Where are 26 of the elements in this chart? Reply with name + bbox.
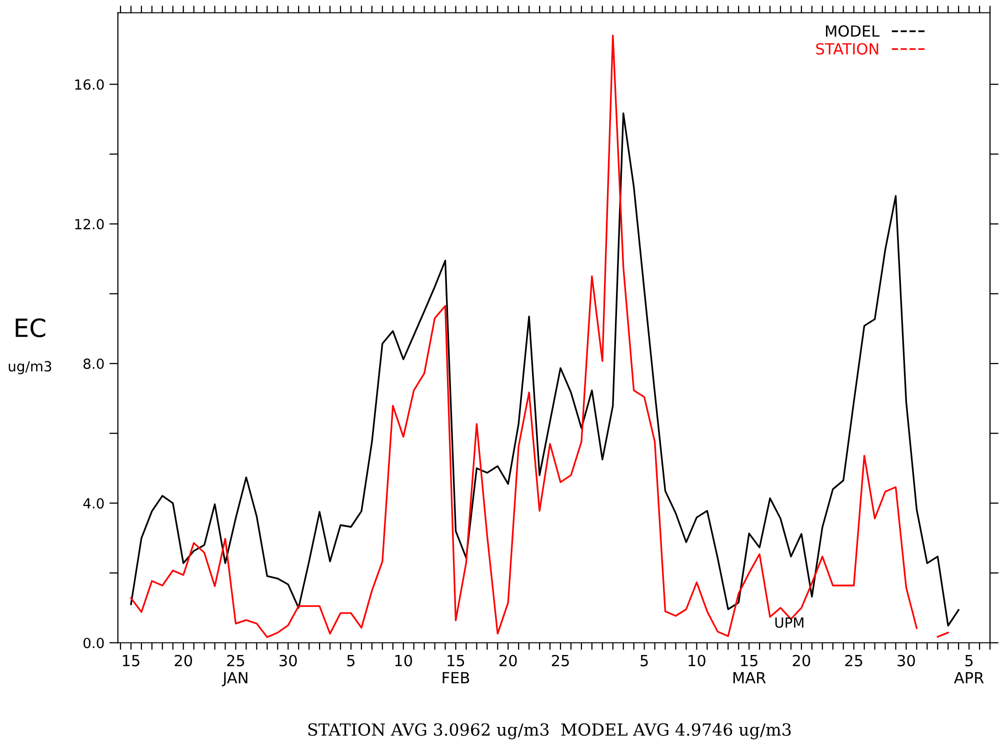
legend-label: STATION: [816, 43, 878, 55]
x-tick-label: 25: [552, 654, 569, 666]
y-axis-title: EC ug/m3: [8, 318, 52, 374]
x-tick-label: 15 FEB: [442, 655, 470, 684]
x-tick-label: 5 APR: [954, 655, 984, 684]
x-tick-label: 25 JAN: [222, 654, 248, 686]
y-tick-label: 4.0: [83, 498, 104, 509]
y-tick-label: 8.0: [84, 358, 104, 369]
x-tick-label: 25: [845, 654, 862, 666]
y-tick-label: 12.0: [75, 218, 104, 230]
y-tick-label: 16.0: [75, 79, 104, 90]
x-tick-label: 15: [122, 655, 140, 666]
legend-label: MODEL: [826, 25, 880, 37]
x-tick-label: 20: [792, 654, 810, 666]
x-tick-label: 5: [347, 655, 354, 666]
x-tick-label: 20: [174, 654, 192, 666]
x-tick-label: 30: [280, 654, 297, 666]
y-tick-label: 0.0: [84, 638, 104, 648]
x-tick-label: 5: [640, 655, 648, 666]
x-tick-label: 15 MAR: [733, 655, 766, 684]
text: STATION AVG 3.0962 ug/m3 MODEL AVG 4.9746 ug/m3: [308, 723, 791, 740]
x-tick-label: 10: [395, 654, 412, 666]
annotation: UPM: [775, 618, 804, 628]
x-tick-label: 10: [688, 654, 706, 666]
x-tick-label: 20: [500, 654, 517, 666]
x-tick-label: 30: [898, 654, 915, 666]
